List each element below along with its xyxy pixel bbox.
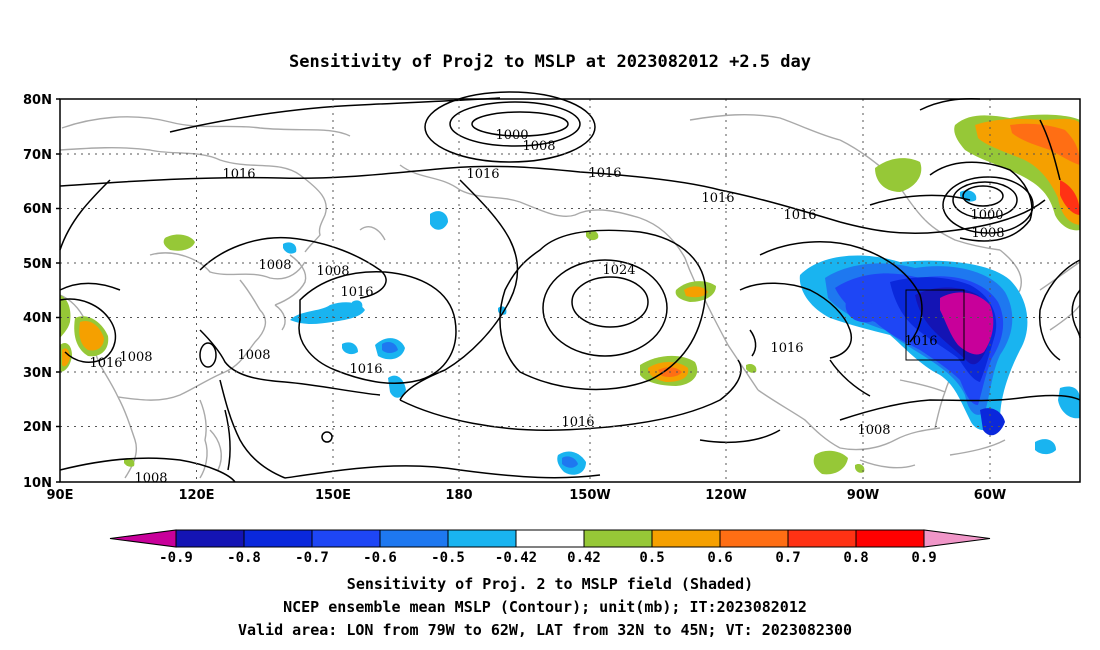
lon-tick-label: 150W <box>569 488 610 503</box>
lat-tick-label: 20N <box>23 420 52 435</box>
lat-tick-label: 70N <box>23 148 52 163</box>
lon-tick-label: 150E <box>315 488 351 503</box>
caption-line-3: Valid area: LON from 79W to 62W, LAT fro… <box>238 621 852 639</box>
colorbar-cell <box>787 529 857 548</box>
contour-label: 1016 <box>783 208 816 223</box>
colorbar-cell <box>583 529 653 548</box>
colorbar: -0.9 -0.8 -0.7 -0.6 -0.5 -0.42 0.42 0.5 0.6 0.7 0.… <box>109 529 991 566</box>
colorbar-tick-label: -0.6 <box>363 550 397 566</box>
colorbar-tick-label: -0.42 <box>495 550 537 566</box>
colorbar-tick-label: 0.9 <box>911 550 936 566</box>
colorbar-tick-label: 0.6 <box>707 550 732 566</box>
sensitivity-shading <box>60 114 1080 475</box>
contour-label: 1016 <box>222 167 255 182</box>
contour-label: 1008 <box>316 264 349 279</box>
lon-axis: 90E 120E 150E 180 150W 120W 90W 60W <box>47 488 1007 503</box>
lat-tick-label: 40N <box>23 311 52 326</box>
contour-label: 1016 <box>701 191 734 206</box>
colorbar-cell <box>379 529 449 548</box>
colorbar-tick-label: 0.8 <box>843 550 868 566</box>
colorbar-tick-label: 0.5 <box>639 550 664 566</box>
colorbar-arrow-low <box>109 529 177 548</box>
contour-label: 1008 <box>857 423 890 438</box>
colorbar-cell <box>719 529 789 548</box>
grid-lines <box>60 99 1080 482</box>
colorbar-tick-label: -0.8 <box>227 550 261 566</box>
map-frame <box>59 98 1081 483</box>
contour-label: 1000 <box>495 128 528 143</box>
contour-label: 1008 <box>258 258 291 273</box>
colorbar-tick-label: 0.7 <box>775 550 800 566</box>
colorbar-cell <box>447 529 517 548</box>
contour-label: 1016 <box>588 166 621 181</box>
contour-label: 1008 <box>237 348 270 363</box>
lon-tick-label: 180 <box>445 488 472 503</box>
lon-tick-label: 120E <box>178 488 214 503</box>
contour-label: 1008 <box>134 471 167 486</box>
colorbar-tick-label: -0.7 <box>295 550 329 566</box>
colorbar-arrow-high <box>923 529 991 548</box>
valid-area-box <box>905 289 965 361</box>
lat-tick-label: 80N <box>23 93 52 108</box>
contour-label: 1008 <box>971 226 1004 241</box>
mslp-contours <box>59 91 1081 483</box>
colorbar-tick-label: -0.9 <box>159 550 193 566</box>
contour-label: 1000 <box>970 208 1003 223</box>
contour-label: 1016 <box>340 285 373 300</box>
colorbar-cell <box>311 529 381 548</box>
colorbar-cell <box>243 529 313 548</box>
contour-label: 1016 <box>904 334 937 349</box>
lon-tick-label: 60W <box>974 488 1006 503</box>
lat-axis: 80N 70N 60N 50N 40N 30N 20N 10N <box>23 93 52 491</box>
caption-line-2: NCEP ensemble mean MSLP (Contour); unit(… <box>283 598 807 616</box>
lat-tick-label: 30N <box>23 366 52 381</box>
lat-tick-label: 10N <box>23 476 52 491</box>
lon-tick-label: 120W <box>705 488 746 503</box>
map-panel: 1000 1008 1016 1016 1016 1016 1008 1008 … <box>23 91 1081 503</box>
colorbar-tick-label: -0.5 <box>431 550 465 566</box>
caption-line-1: Sensitivity of Proj. 2 to MSLP field (Sh… <box>347 575 753 593</box>
chart-title: Sensitivity of Proj2 to MSLP at 20230820… <box>289 52 811 72</box>
contour-label: 1024 <box>602 263 635 278</box>
lat-tick-label: 60N <box>23 202 52 217</box>
contour-label: 1016 <box>89 356 122 371</box>
contour-label: 1008 <box>522 139 555 154</box>
lon-tick-label: 90E <box>47 488 74 503</box>
lon-tick-label: 90W <box>847 488 879 503</box>
contour-label: 1016 <box>466 167 499 182</box>
colorbar-cell <box>855 529 925 548</box>
colorbar-cell <box>515 529 585 548</box>
contour-label: 1016 <box>349 362 382 377</box>
contour-label: 1008 <box>119 350 152 365</box>
colorbar-cell <box>175 529 245 548</box>
colorbar-tick-label: 0.42 <box>567 550 601 566</box>
lat-tick-label: 50N <box>23 257 52 272</box>
colorbar-cell <box>651 529 721 548</box>
contour-label: 1016 <box>770 341 803 356</box>
